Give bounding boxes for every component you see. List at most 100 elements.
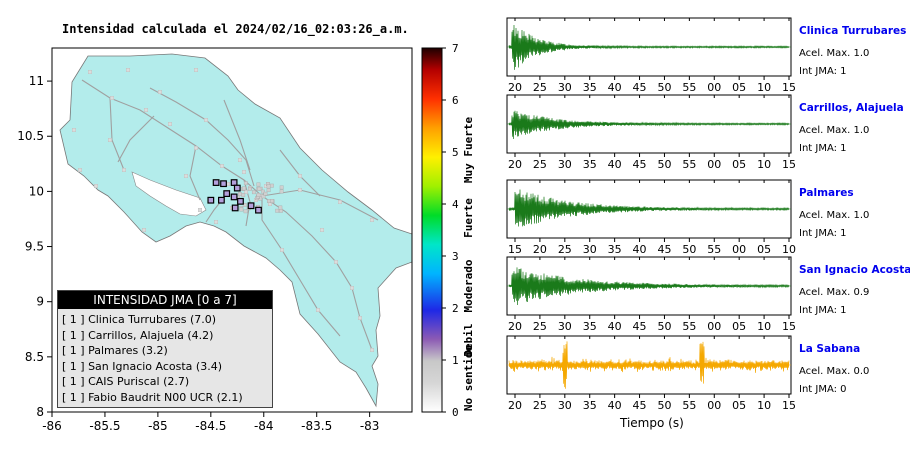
town-dot [298,187,303,192]
station-marker [247,202,255,210]
waveform-x-tick-label: 05 [732,81,746,94]
waveform-x-tick-label: 30 [558,81,572,94]
station-marker [233,184,241,192]
waveform-x-tick-label: 05 [757,243,771,256]
station-marker [207,196,215,204]
station-name: San Ignacio Acosta [799,264,910,276]
town-dot [280,247,285,252]
waveform-x-tick-label: 00 [732,243,746,256]
colorbar-ticks: 7 6 5 4 3 2 1 0 [442,42,459,419]
legend-item-2: [ 1 ] Carrillos, Alajuela (4.2) [62,328,214,342]
station-accel-max: Acel. Max. 1.0 [799,125,870,136]
station-marker [230,193,238,201]
legend-item-3: [ 1 ] Palmares (3.2) [62,344,168,357]
waveform-x-tick-label: 20 [508,399,522,412]
legend-item-1: [ 1 ] Clinica Turrubares (7.0) [62,313,217,326]
waveform-x-tick-label: 10 [757,158,771,171]
waveform-x-tick-label: 35 [608,243,622,256]
town-dot [143,107,148,112]
waveform-x-tick-label: 55 [682,81,696,94]
town-dot [242,202,247,207]
town-dot [109,95,114,100]
town-dot [242,186,246,191]
map-y-tick-label: 10 [29,184,44,198]
town-dot [266,188,271,193]
map-y-tick-label: 11 [29,74,44,88]
station-markers [207,179,262,214]
waveform-x-tick-label: 30 [558,399,572,412]
waveform-x-tick-label: 25 [558,243,572,256]
colorbar-tick-label: 6 [452,94,459,107]
town-dot [193,145,198,150]
town-dot [203,117,208,122]
waveform-x-tick-label: 30 [558,320,572,333]
colorbar-label-moderado: Moderado [462,259,475,312]
waveform-x-tick-label: 55 [682,158,696,171]
town-dot [87,69,92,74]
town-dot [237,157,242,162]
town-dot [247,186,252,191]
map-frame [51,47,413,413]
colorbar-tick-label: 1 [452,354,459,367]
waveform-x-tick-label: 40 [608,399,622,412]
town-dot [243,189,248,194]
station-name: La Sabana [799,343,861,355]
town-dot [237,192,242,196]
legend-item-4: [ 1 ] San Ignacio Acosta (3.4) [62,359,222,373]
waveform-x-tick-label: 15 [782,399,796,412]
waveform-x-tick-label: 25 [533,81,547,94]
waveform-x-tick-label: 00 [707,399,721,412]
waveform-x-tick-label: 00 [707,81,721,94]
waveform-x-tick-label: 35 [583,81,597,94]
intensity-legend: INTENSIDAD JMA [0 a 7] [ 1 ] Clinica Tur… [57,290,273,408]
waveform-x-tick-label: 45 [633,399,647,412]
town-dot [257,186,262,191]
waveform-x-tick-label: 45 [633,320,647,333]
map-x-tick-label: -83 [360,419,380,433]
waveform-x-tick-label: 25 [533,399,547,412]
waveform-x-tick-label: 20 [533,243,547,256]
town-dot [193,67,198,72]
town-dot [338,199,343,204]
town-dot [157,89,162,94]
waveform-x-tick-label: 40 [608,158,622,171]
waveform-x-tick-label: 50 [657,81,671,94]
waveform-x-tick-label: 05 [732,320,746,333]
waveform-x-tick-label: 05 [732,399,746,412]
town-dot [243,181,248,186]
town-dot [213,219,218,224]
waveform-x-tick-label: 20 [508,320,522,333]
waveform-x-tick-label: 50 [657,320,671,333]
town-dot [278,205,283,210]
town-dot [370,217,375,222]
colorbar-tick-label: 3 [452,250,459,263]
station-name: Palmares [799,187,854,199]
town-dot [260,189,265,194]
colorbar-label-no-sentido: No sentido [462,345,475,412]
town-dot [71,127,76,132]
town-dot [269,183,274,188]
town-dot [141,227,146,232]
waveform-x-tick-label: 20 [508,81,522,94]
town-dot [167,121,172,126]
town-dot [241,169,246,174]
waveform-x-tick-label: 10 [757,399,771,412]
waveform-x-tick-label: 00 [707,158,721,171]
map-y-tick-label: 9 [36,295,44,309]
town-dot [239,207,244,212]
waveform-x-tick-label: 50 [682,243,696,256]
waveform-x-tick-label: 40 [633,243,647,256]
waveform-x-tick-label: 35 [583,320,597,333]
town-dot [320,227,325,232]
intensity-colorbar: 7 6 5 4 3 2 1 0 Muy Fuerte Fuerte Moderado Debi… [421,42,475,419]
waveform-x-tick-label: 30 [558,158,572,171]
town-dot [279,185,284,190]
town-dot [93,183,98,188]
map-y-tick-label: 10.5 [17,129,44,143]
waveform-x-tick-label: 15 [782,158,796,171]
station-accel-max: Acel. Max. 0.0 [799,366,870,377]
station-accel-max: Acel. Max. 1.0 [799,210,870,221]
station-marker [218,196,225,204]
waveform-x-tick-label: 10 [757,81,771,94]
town-dot [251,190,256,195]
